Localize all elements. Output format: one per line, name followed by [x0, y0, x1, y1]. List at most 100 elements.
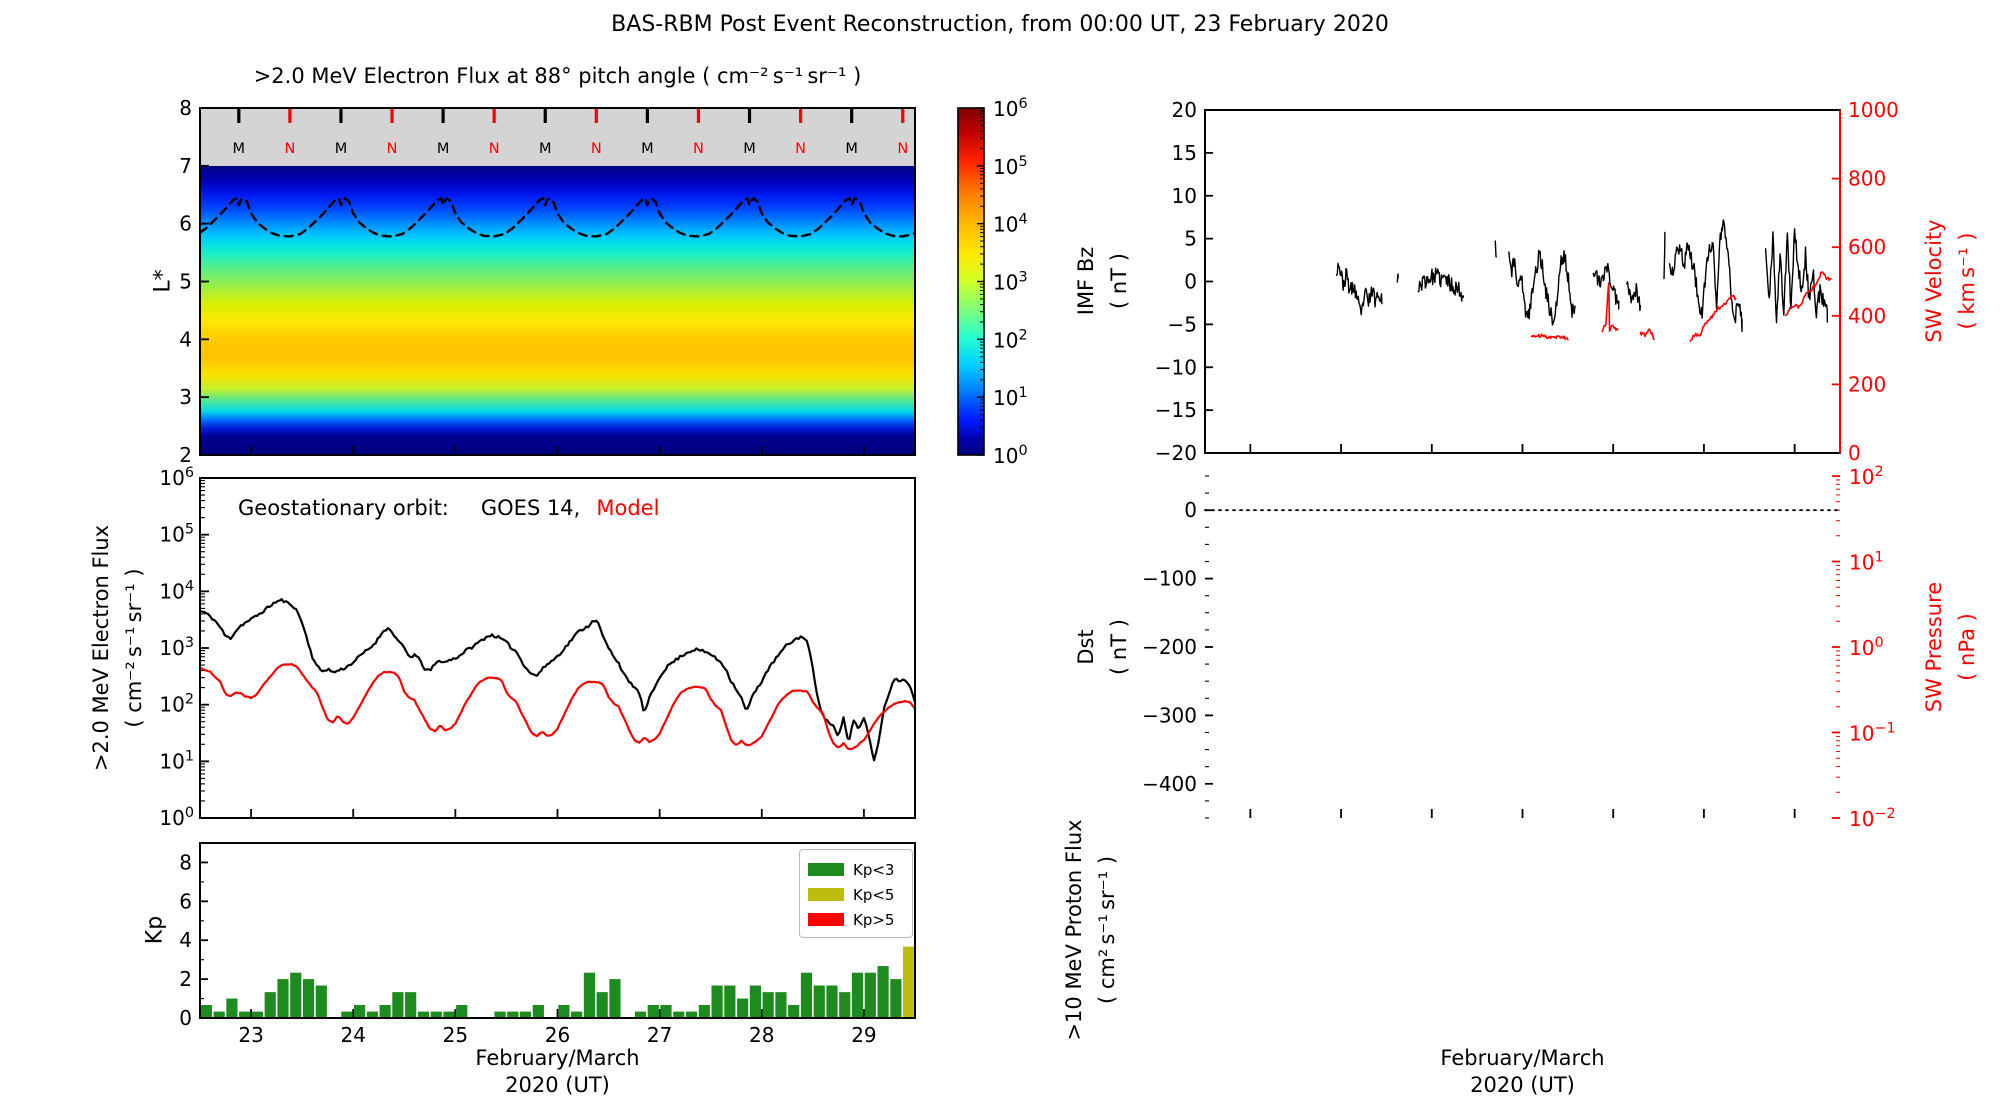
svg-text:0: 0 — [1184, 270, 1197, 294]
svg-text:103: 103 — [159, 635, 194, 660]
dst-ylabel-line1: Dst — [1074, 629, 1098, 665]
imf-bz-segment — [1417, 267, 1465, 302]
flux-ylabel-line2: ( cm⁻² s⁻¹ sr⁻¹ ) — [122, 568, 146, 728]
svg-text:6: 6 — [179, 212, 192, 236]
svg-text:105: 105 — [159, 522, 194, 547]
svg-text:M: M — [335, 141, 348, 157]
svg-text:102: 102 — [993, 327, 1028, 352]
xlabel-left-line1: February/March — [475, 1046, 640, 1070]
svg-text:−15: −15 — [1155, 398, 1197, 422]
proton-ylabel-line2: ( cm² s⁻¹ sr⁻¹ ) — [1095, 855, 1119, 1005]
kp-legend-swatch-green — [808, 863, 844, 876]
svg-text:101: 101 — [1849, 550, 1884, 575]
kp-legend-swatch-red — [808, 913, 844, 926]
svg-text:M: M — [641, 141, 654, 157]
svg-text:M: M — [743, 141, 756, 157]
svg-text:0: 0 — [179, 1006, 192, 1030]
svg-text:N: N — [591, 141, 602, 157]
kp-legend-row-red: Kp>5 — [808, 907, 904, 932]
svg-text:104: 104 — [159, 578, 194, 603]
svg-text:10−2: 10−2 — [1849, 806, 1896, 831]
kp-legend-label-green: Kp<3 — [853, 860, 895, 879]
electron-flux-heatmap — [200, 165, 915, 456]
kp-legend-row-green: Kp<3 — [808, 857, 904, 882]
svg-text:100: 100 — [993, 443, 1028, 468]
imf-bz-segment — [1396, 273, 1399, 283]
svg-text:800: 800 — [1848, 167, 1886, 191]
svg-text:−5: −5 — [1168, 312, 1197, 336]
svg-text:27: 27 — [647, 1023, 672, 1047]
svg-text:2: 2 — [179, 967, 192, 991]
kp-legend-row-yellow: Kp<5 — [808, 882, 904, 907]
svg-text:2: 2 — [179, 443, 192, 467]
svg-text:20: 20 — [1172, 98, 1197, 122]
svg-text:105: 105 — [993, 154, 1028, 179]
svg-text:10−1: 10−1 — [1849, 721, 1896, 746]
imf-bz-segment — [1508, 249, 1576, 326]
xlabel-right-line1: February/March — [1440, 1046, 1605, 1070]
svg-text:N: N — [795, 141, 806, 157]
svg-text:102: 102 — [1849, 464, 1884, 489]
sw-velocity-segment — [1601, 282, 1619, 333]
svg-text:8: 8 — [179, 850, 192, 874]
kp-legend: Kp<3 Kp<5 Kp>5 — [799, 849, 913, 938]
svg-text:25: 25 — [443, 1023, 468, 1047]
svg-text:10: 10 — [1172, 184, 1197, 208]
svg-text:15: 15 — [1172, 141, 1197, 165]
svg-text:4: 4 — [179, 928, 192, 952]
svg-text:0: 0 — [1848, 441, 1861, 465]
kp-legend-swatch-yellow — [808, 888, 844, 901]
flux-ylabel-line1: >2.0 MeV Electron Flux — [89, 524, 113, 772]
heatmap-ylabel: L* — [150, 269, 176, 293]
svg-text:5: 5 — [179, 270, 192, 294]
svg-text:M: M — [233, 141, 246, 157]
sw-velocity-segment — [1784, 271, 1832, 317]
svg-text:600: 600 — [1848, 235, 1886, 259]
svg-text:104: 104 — [993, 212, 1028, 237]
svg-text:M: M — [539, 141, 552, 157]
svg-text:106: 106 — [993, 96, 1028, 121]
svg-text:29: 29 — [851, 1023, 876, 1047]
sw-velocity-segment — [1689, 294, 1737, 342]
svg-text:4: 4 — [179, 327, 192, 351]
flux-legend: Geostationary orbit: GOES 14, Model — [238, 496, 659, 520]
svg-text:100: 100 — [159, 805, 194, 830]
xlabel-left-line2: 2020 (UT) — [505, 1073, 610, 1097]
imf-bz-segment — [1626, 281, 1642, 312]
svg-text:101: 101 — [993, 385, 1028, 410]
svg-text:26: 26 — [545, 1023, 570, 1047]
svg-text:0: 0 — [1184, 498, 1197, 522]
svg-text:N: N — [693, 141, 704, 157]
sw-pressure-label-line2: ( nPa ) — [1955, 613, 1979, 681]
svg-text:3: 3 — [179, 385, 192, 409]
sw-velocity-segment — [1639, 328, 1655, 341]
svg-text:6: 6 — [179, 889, 192, 913]
svg-text:400: 400 — [1848, 304, 1886, 328]
sw-velocity-label-line2: ( km s⁻¹ ) — [1955, 232, 1979, 330]
satellite-lstar-track — [200, 197, 915, 238]
kp-ylabel: Kp — [142, 915, 168, 945]
svg-text:23: 23 — [238, 1023, 263, 1047]
imf-bz-segment — [1335, 262, 1383, 316]
flux-legend-prefix: Geostationary orbit: — [238, 496, 449, 520]
proton-ylabel-line1: >10 MeV Proton Flux — [1062, 819, 1086, 1041]
kp-bars — [200, 946, 915, 1018]
svg-text:5: 5 — [1184, 227, 1197, 251]
svg-text:8: 8 — [179, 96, 192, 120]
kp-legend-label-yellow: Kp<5 — [853, 885, 895, 904]
svg-text:M: M — [437, 141, 450, 157]
svg-text:106: 106 — [159, 465, 194, 490]
svg-text:103: 103 — [993, 270, 1028, 295]
bz-ylabel-line2: ( nT ) — [1107, 253, 1131, 309]
svg-text:−20: −20 — [1155, 441, 1197, 465]
flux-legend-model: Model — [596, 496, 660, 520]
imf-bz-segment — [1663, 231, 1666, 280]
imf-bz-segment — [1764, 228, 1828, 324]
svg-text:100: 100 — [1849, 635, 1884, 660]
svg-text:24: 24 — [340, 1023, 365, 1047]
heatmap-title: >2.0 MeV Electron Flux at 88° pitch angl… — [253, 64, 862, 88]
sw-velocity-label-line1: SW Velocity — [1922, 219, 1946, 343]
dst-ylabel-line2: ( nT ) — [1107, 619, 1131, 675]
